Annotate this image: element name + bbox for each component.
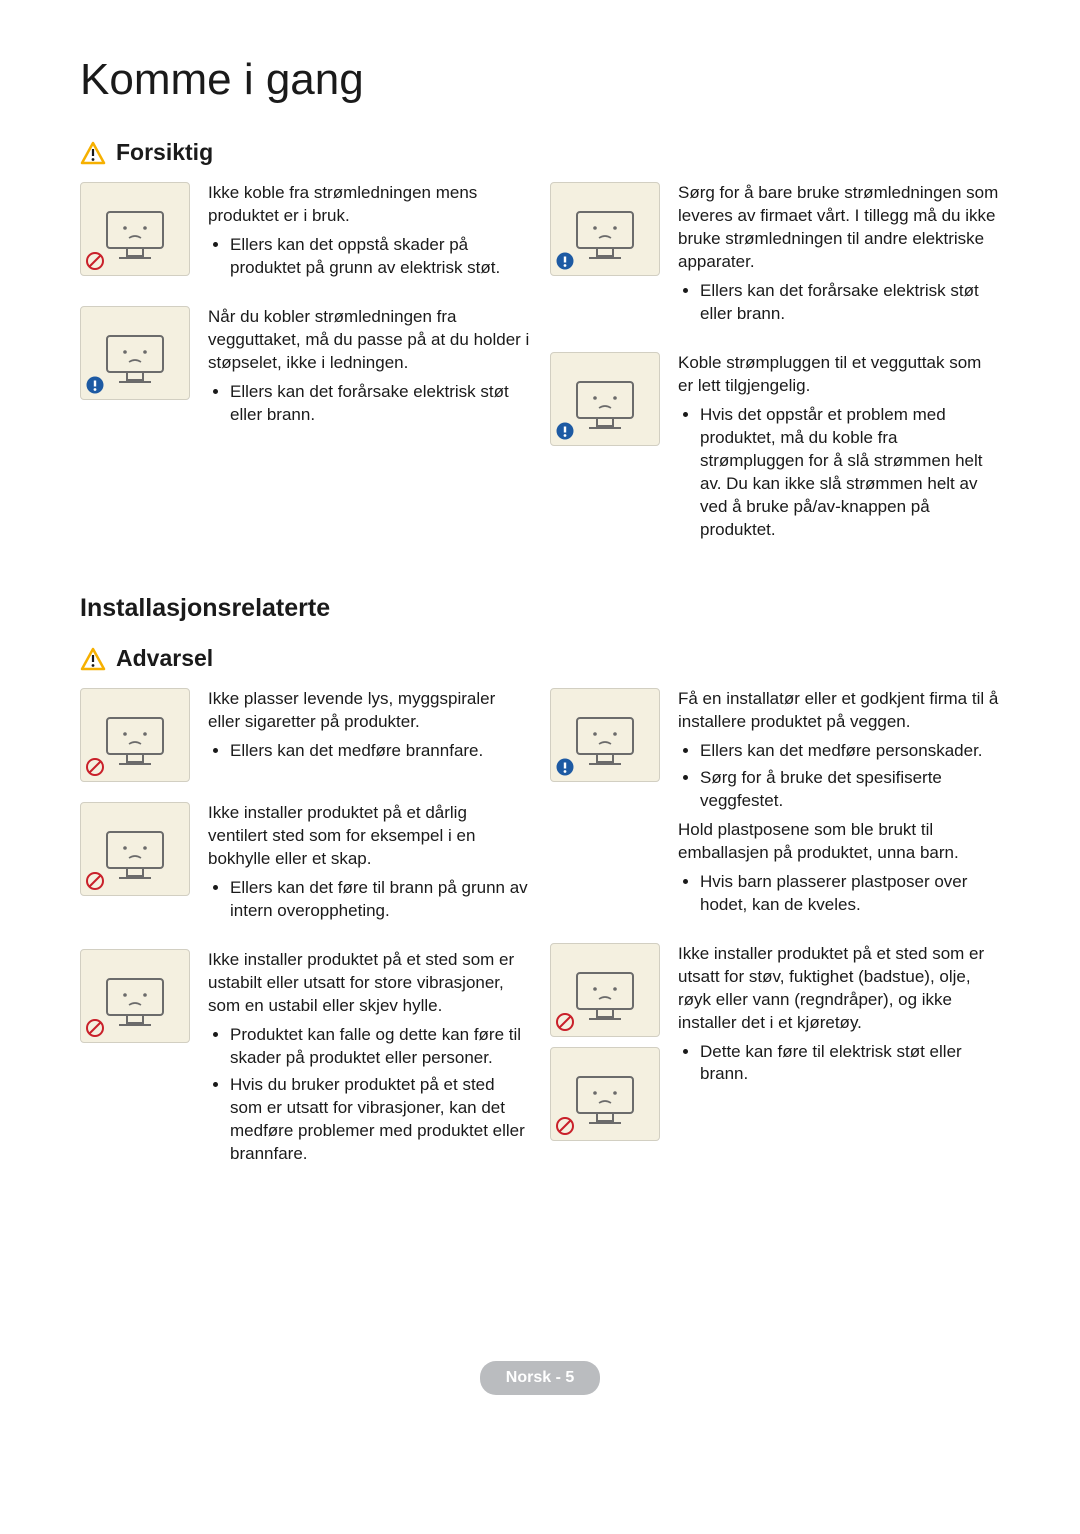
- illustration: [550, 352, 660, 446]
- safety-text: Ikke koble fra strømledningen mens produ…: [208, 182, 530, 228]
- illustration: [80, 949, 190, 1043]
- page-number-pill: Norsk - 5: [480, 1361, 600, 1395]
- safety-text: Når du kobler strømledningen fra veggutt…: [208, 306, 530, 375]
- info-icon: [556, 758, 574, 776]
- prohibit-icon: [86, 1019, 104, 1037]
- safety-bullet: Hvis du bruker produktet på et sted som …: [230, 1074, 530, 1166]
- prohibit-icon: [556, 1117, 574, 1135]
- info-icon: [86, 376, 104, 394]
- caution-heading: Forsiktig: [80, 137, 1000, 168]
- safety-text: Ikke installer produktet på et sted som …: [208, 949, 530, 1018]
- safety-bullet: Ellers kan det føre til brann på grunn a…: [230, 877, 530, 923]
- illustration: [80, 306, 190, 400]
- illustration: [80, 688, 190, 782]
- prohibit-icon: [86, 872, 104, 890]
- warning-triangle-icon: [80, 141, 106, 165]
- safety-block: Ikke plasser levende lys, myggspiraler e…: [80, 688, 530, 782]
- illustration: [550, 688, 660, 782]
- safety-block: Få en installatør eller et godkjent firm…: [550, 688, 1000, 922]
- warning-label: Advarsel: [116, 643, 213, 674]
- safety-block: Ikke installer produktet på et sted som …: [550, 943, 1000, 1141]
- safety-text: Sørg for å bare bruke strømledningen som…: [678, 182, 1000, 274]
- safety-block: Koble strømpluggen til et vegguttak som …: [550, 352, 1000, 548]
- safety-text: Få en installatør eller et godkjent firm…: [678, 688, 1000, 734]
- warning-columns: Ikke plasser levende lys, myggspiraler e…: [80, 688, 1000, 1191]
- safety-bullet: Dette kan føre til elektrisk støt eller …: [700, 1041, 1000, 1087]
- safety-text: Ikke plasser levende lys, myggspiraler e…: [208, 688, 530, 734]
- prohibit-icon: [86, 252, 104, 270]
- safety-bullet: Sørg for å bruke det spesifiserte veggfe…: [700, 767, 1000, 813]
- safety-text: Hold plastposene som ble brukt til embal…: [678, 819, 1000, 865]
- warning-heading: Advarsel: [80, 643, 1000, 674]
- section-heading: Installasjonsrelaterte: [80, 592, 1000, 626]
- safety-bullet: Ellers kan det medføre brannfare.: [230, 740, 530, 763]
- safety-block: Når du kobler strømledningen fra veggutt…: [80, 306, 530, 433]
- prohibit-icon: [556, 1013, 574, 1031]
- safety-block: Ikke koble fra strømledningen mens produ…: [80, 182, 530, 286]
- page-title: Komme i gang: [80, 50, 1000, 109]
- safety-bullet: Ellers kan det forårsake elektrisk støt …: [700, 280, 1000, 326]
- safety-bullet: Ellers kan det medføre personskader.: [700, 740, 1000, 763]
- warning-triangle-icon: [80, 647, 106, 671]
- caution-label: Forsiktig: [116, 137, 213, 168]
- illustration: [550, 182, 660, 276]
- safety-bullet: Hvis barn plasserer plastposer over hode…: [700, 871, 1000, 917]
- safety-block: Ikke installer produktet på et sted som …: [80, 949, 530, 1171]
- info-icon: [556, 422, 574, 440]
- info-icon: [556, 252, 574, 270]
- illustration: [80, 182, 190, 276]
- illustration: [550, 943, 660, 1037]
- illustration: [80, 802, 190, 896]
- safety-block: Sørg for å bare bruke strømledningen som…: [550, 182, 1000, 332]
- safety-text: Ikke installer produktet på et dårlig ve…: [208, 802, 530, 871]
- safety-text: Koble strømpluggen til et vegguttak som …: [678, 352, 1000, 398]
- safety-bullet: Ellers kan det oppstå skader på produkte…: [230, 234, 530, 280]
- safety-bullet: Hvis det oppstår et problem med produkte…: [700, 404, 1000, 542]
- caution-columns: Ikke koble fra strømledningen mens produ…: [80, 182, 1000, 567]
- page-footer: Norsk - 5: [80, 1361, 1000, 1395]
- safety-text: Ikke installer produktet på et sted som …: [678, 943, 1000, 1035]
- safety-bullet: Ellers kan det forårsake elektrisk støt …: [230, 381, 530, 427]
- safety-block: Ikke installer produktet på et dårlig ve…: [80, 802, 530, 929]
- prohibit-icon: [86, 758, 104, 776]
- illustration: [550, 1047, 660, 1141]
- safety-bullet: Produktet kan falle og dette kan føre ti…: [230, 1024, 530, 1070]
